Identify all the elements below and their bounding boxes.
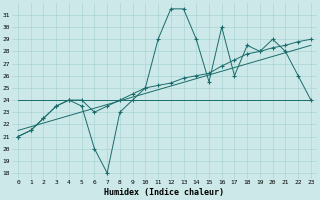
X-axis label: Humidex (Indice chaleur): Humidex (Indice chaleur) [104,188,224,197]
